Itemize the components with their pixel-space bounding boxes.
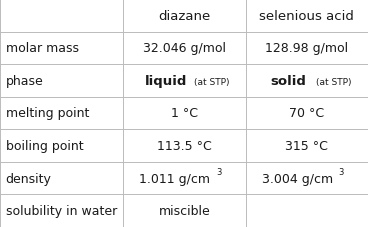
Text: selenious acid: selenious acid <box>259 10 354 23</box>
Text: (at STP): (at STP) <box>316 78 351 87</box>
Text: 70 °C: 70 °C <box>289 107 325 120</box>
Text: boiling point: boiling point <box>6 139 83 152</box>
Text: 32.046 g/mol: 32.046 g/mol <box>143 42 226 55</box>
Text: melting point: melting point <box>6 107 89 120</box>
Text: molar mass: molar mass <box>6 42 78 55</box>
Text: 315 °C: 315 °C <box>286 139 328 152</box>
Text: 3.004 g/cm: 3.004 g/cm <box>262 172 333 185</box>
Text: 1 °C: 1 °C <box>171 107 198 120</box>
Text: solubility in water: solubility in water <box>6 204 117 217</box>
Text: 128.98 g/mol: 128.98 g/mol <box>265 42 348 55</box>
Text: 3: 3 <box>216 167 222 176</box>
Text: phase: phase <box>6 75 43 88</box>
Text: miscible: miscible <box>159 204 210 217</box>
Text: solid: solid <box>270 75 307 88</box>
Text: density: density <box>6 172 52 185</box>
Text: (at STP): (at STP) <box>194 78 229 87</box>
Text: 1.011 g/cm: 1.011 g/cm <box>139 172 210 185</box>
Text: liquid: liquid <box>145 75 187 88</box>
Text: 113.5 °C: 113.5 °C <box>157 139 212 152</box>
Text: 3: 3 <box>339 167 344 176</box>
Text: diazane: diazane <box>159 10 210 23</box>
